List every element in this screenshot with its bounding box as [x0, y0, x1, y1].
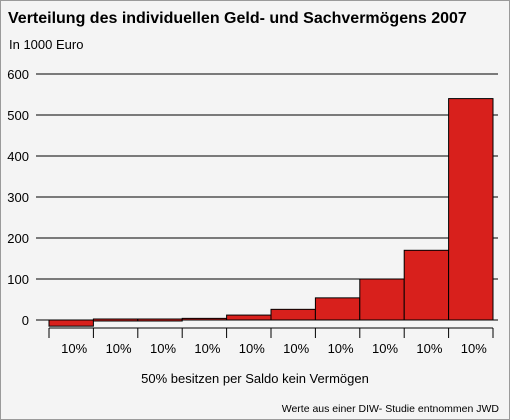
bar-2	[92, 318, 139, 322]
bar-8	[359, 278, 405, 321]
y-tick-label-200: 200	[7, 231, 29, 246]
bar-4	[181, 317, 228, 321]
y-tick-label-400: 400	[7, 149, 29, 164]
distribution-note: 50% besitzen per Saldo kein Vermögen	[141, 371, 369, 386]
x-tick-label-8: 10%	[372, 341, 398, 356]
x-tick-label-7: 10%	[328, 341, 354, 356]
y-tick-label-100: 100	[7, 272, 29, 287]
x-tick-labels: 10% 10% 10% 10% 10% 10% 10% 10% 10% 10%	[61, 341, 487, 356]
x-tick-label-5: 10%	[239, 341, 265, 356]
source-note: Werte aus einer DIW- Studie entnommen JW…	[281, 403, 499, 415]
chart-title: Verteilung des individuellen Geld- und S…	[8, 10, 467, 27]
bar-1	[48, 319, 94, 327]
y-tick-label-0: 0	[22, 313, 29, 328]
y-tick-label-600: 600	[7, 67, 29, 82]
bar-10	[448, 98, 494, 321]
x-tick-label-3: 10%	[150, 341, 176, 356]
x-tick-label-6: 10%	[283, 341, 309, 356]
bar-9	[403, 249, 450, 321]
x-tick-label-10: 10%	[461, 341, 487, 356]
x-axis	[48, 327, 494, 338]
bars	[48, 98, 494, 327]
bar-5	[226, 314, 272, 321]
x-tick-label-9: 10%	[416, 341, 442, 356]
y-tick-label-300: 300	[7, 190, 29, 205]
y-tick-label-500: 500	[7, 108, 29, 123]
y-tick-labels: 0 100 200 300 400 500 600	[7, 67, 29, 328]
x-tick-label-2: 10%	[106, 341, 132, 356]
bar-3	[137, 318, 183, 322]
unit-label: In 1000 Euro	[9, 37, 84, 52]
x-tick-label-1: 10%	[61, 341, 87, 356]
x-tick-label-4: 10%	[194, 341, 220, 356]
bar-6	[270, 308, 316, 321]
bar-7	[314, 297, 361, 321]
